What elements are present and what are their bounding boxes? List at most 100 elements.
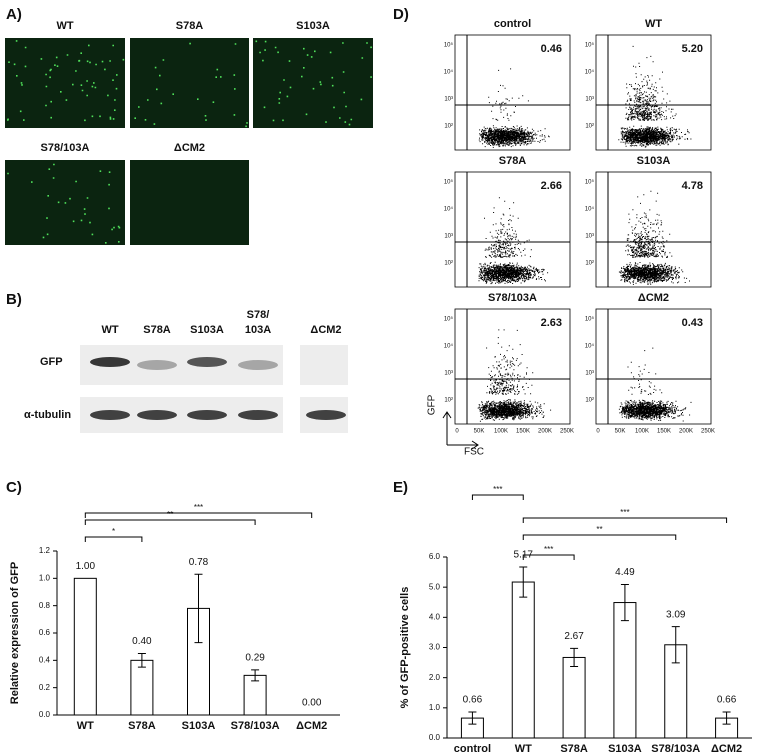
y-tick-label: 10² bbox=[444, 124, 453, 130]
significance-bracket bbox=[522, 517, 728, 523]
y-tick-label: 10² bbox=[585, 124, 594, 130]
value-label: 4.49 bbox=[615, 567, 635, 578]
x-tick-label: 50K bbox=[474, 429, 485, 435]
scatter-cloud bbox=[477, 329, 552, 422]
x-tick-label: 100K bbox=[635, 429, 649, 435]
x-tick-label: S78A bbox=[560, 743, 588, 755]
y-tick-label: 10³ bbox=[585, 97, 594, 103]
y-tick-label: 1.2 bbox=[39, 546, 51, 555]
axis-label: FSC bbox=[464, 447, 484, 458]
lane-label: WT bbox=[101, 324, 118, 336]
error-bar bbox=[570, 647, 579, 668]
percent-label: 2.63 bbox=[541, 317, 562, 329]
micrograph bbox=[5, 38, 125, 128]
lane-label: ΔCM2 bbox=[310, 324, 341, 336]
value-label: 0.66 bbox=[463, 695, 483, 706]
x-tick-label: 250K bbox=[701, 429, 715, 435]
error-bar bbox=[671, 626, 680, 664]
y-tick-label: 0.8 bbox=[39, 601, 51, 610]
y-tick-label: 10⁴ bbox=[585, 343, 595, 350]
value-label: 0.29 bbox=[245, 653, 265, 664]
value-label: 0.78 bbox=[189, 557, 209, 568]
significance-label: * bbox=[112, 527, 115, 536]
row-label: GFP bbox=[40, 356, 63, 368]
x-tick-label: WT bbox=[77, 720, 94, 732]
image-label: ΔCM2 bbox=[174, 142, 205, 154]
lane-label: S103A bbox=[190, 324, 224, 336]
error-bar bbox=[519, 566, 528, 598]
x-tick-label: 100K bbox=[494, 429, 508, 435]
x-tick-label: ΔCM2 bbox=[296, 720, 327, 732]
bar bbox=[130, 659, 154, 716]
y-tick-label: 10⁵ bbox=[585, 316, 595, 323]
bar bbox=[73, 577, 97, 716]
panel-label: C) bbox=[6, 479, 22, 496]
x-tick-label: 0 bbox=[596, 429, 600, 435]
significance-bracket bbox=[522, 554, 575, 560]
x-tick-label: S78A bbox=[128, 720, 156, 732]
y-tick-label: 10² bbox=[585, 261, 594, 267]
micrograph bbox=[130, 160, 249, 245]
y-tick-label: 10³ bbox=[444, 97, 453, 103]
y-tick-label: 0.2 bbox=[39, 683, 51, 692]
x-tick-label: S78/103A bbox=[231, 720, 280, 732]
y-tick-label: 10² bbox=[444, 261, 453, 267]
cell-spots bbox=[7, 163, 121, 244]
y-tick-label: 10⁵ bbox=[585, 179, 595, 186]
blot-band bbox=[238, 410, 278, 420]
x-tick-label: S78/103A bbox=[651, 743, 700, 755]
percent-label: 4.78 bbox=[682, 180, 703, 192]
y-tick-label: 4.0 bbox=[429, 612, 441, 621]
percent-label: 2.66 bbox=[541, 180, 562, 192]
scatter-cloud bbox=[618, 45, 692, 148]
plot-title: S103A bbox=[637, 155, 671, 167]
y-tick-label: 6.0 bbox=[429, 552, 441, 561]
significance-label: *** bbox=[544, 545, 553, 554]
image-label: WT bbox=[56, 20, 73, 32]
plot-title: ΔCM2 bbox=[638, 292, 669, 304]
value-label: 2.67 bbox=[564, 631, 584, 642]
x-tick-label: WT bbox=[515, 743, 532, 755]
value-label: 0.66 bbox=[717, 695, 737, 706]
significance-bracket bbox=[84, 512, 313, 518]
y-tick-label: 0.4 bbox=[39, 655, 51, 664]
y-tick-label: 10² bbox=[444, 398, 453, 404]
y-tick-label: 10⁵ bbox=[444, 42, 454, 49]
blot-band bbox=[187, 357, 227, 367]
y-tick-label: 2.0 bbox=[429, 673, 441, 682]
significance-bracket bbox=[84, 536, 143, 542]
significance-label: ** bbox=[596, 525, 602, 534]
x-tick-label: 0 bbox=[455, 429, 459, 435]
plot-title: WT bbox=[645, 18, 662, 30]
plot-title: S78A bbox=[499, 155, 527, 167]
error-bar bbox=[251, 669, 260, 682]
y-tick-label: 1.0 bbox=[39, 573, 51, 582]
y-tick-label: 10² bbox=[585, 398, 594, 404]
y-tick-label: 0.0 bbox=[429, 733, 441, 742]
y-tick-label: 10⁴ bbox=[444, 69, 454, 76]
scatter-cloud bbox=[618, 347, 692, 422]
y-tick-label: 10⁵ bbox=[444, 179, 454, 186]
axis-arrow bbox=[442, 411, 479, 450]
x-tick-label: 150K bbox=[657, 429, 671, 435]
panel-label: D) bbox=[393, 6, 409, 23]
bar bbox=[613, 602, 637, 739]
y-tick-label: 0.0 bbox=[39, 710, 51, 719]
image-label: S78A bbox=[176, 20, 204, 32]
x-tick-label: S103A bbox=[182, 720, 216, 732]
scatter-cloud bbox=[618, 190, 690, 285]
y-tick-label: 1.0 bbox=[429, 703, 441, 712]
y-tick-label: 10⁵ bbox=[444, 316, 454, 323]
y-tick-label: 0.6 bbox=[39, 628, 51, 637]
blot-band bbox=[90, 410, 130, 420]
blot-band bbox=[90, 357, 130, 367]
y-tick-label: 10³ bbox=[444, 234, 453, 240]
micrograph bbox=[130, 38, 249, 128]
blot-band bbox=[137, 360, 177, 370]
significance-bracket bbox=[84, 519, 256, 525]
x-tick-label: 150K bbox=[516, 429, 530, 435]
blot-band bbox=[238, 360, 278, 370]
percent-label: 5.20 bbox=[682, 43, 703, 55]
bar bbox=[511, 581, 535, 739]
scatter-cloud bbox=[478, 197, 549, 285]
